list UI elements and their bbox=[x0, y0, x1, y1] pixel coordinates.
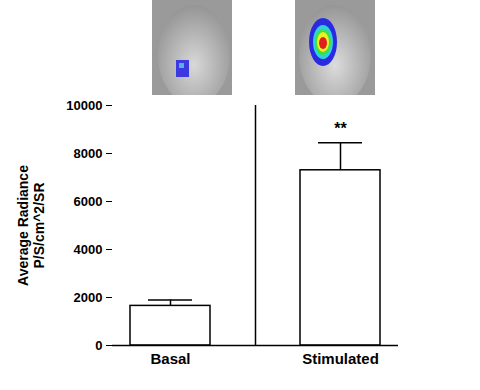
svg-text:**: ** bbox=[334, 120, 347, 137]
svg-text:Average RadianceP/S/cm^2/SR: Average RadianceP/S/cm^2/SR bbox=[15, 165, 47, 286]
svg-text:6000: 6000 bbox=[74, 194, 103, 209]
svg-text:8000: 8000 bbox=[74, 146, 103, 161]
svg-text:Basal: Basal bbox=[150, 350, 190, 367]
svg-text:4000: 4000 bbox=[74, 242, 103, 257]
svg-text:2000: 2000 bbox=[74, 290, 103, 305]
svg-text:Stimulated: Stimulated bbox=[302, 350, 379, 367]
svg-text:10000: 10000 bbox=[66, 98, 102, 113]
svg-text:0: 0 bbox=[95, 338, 102, 353]
